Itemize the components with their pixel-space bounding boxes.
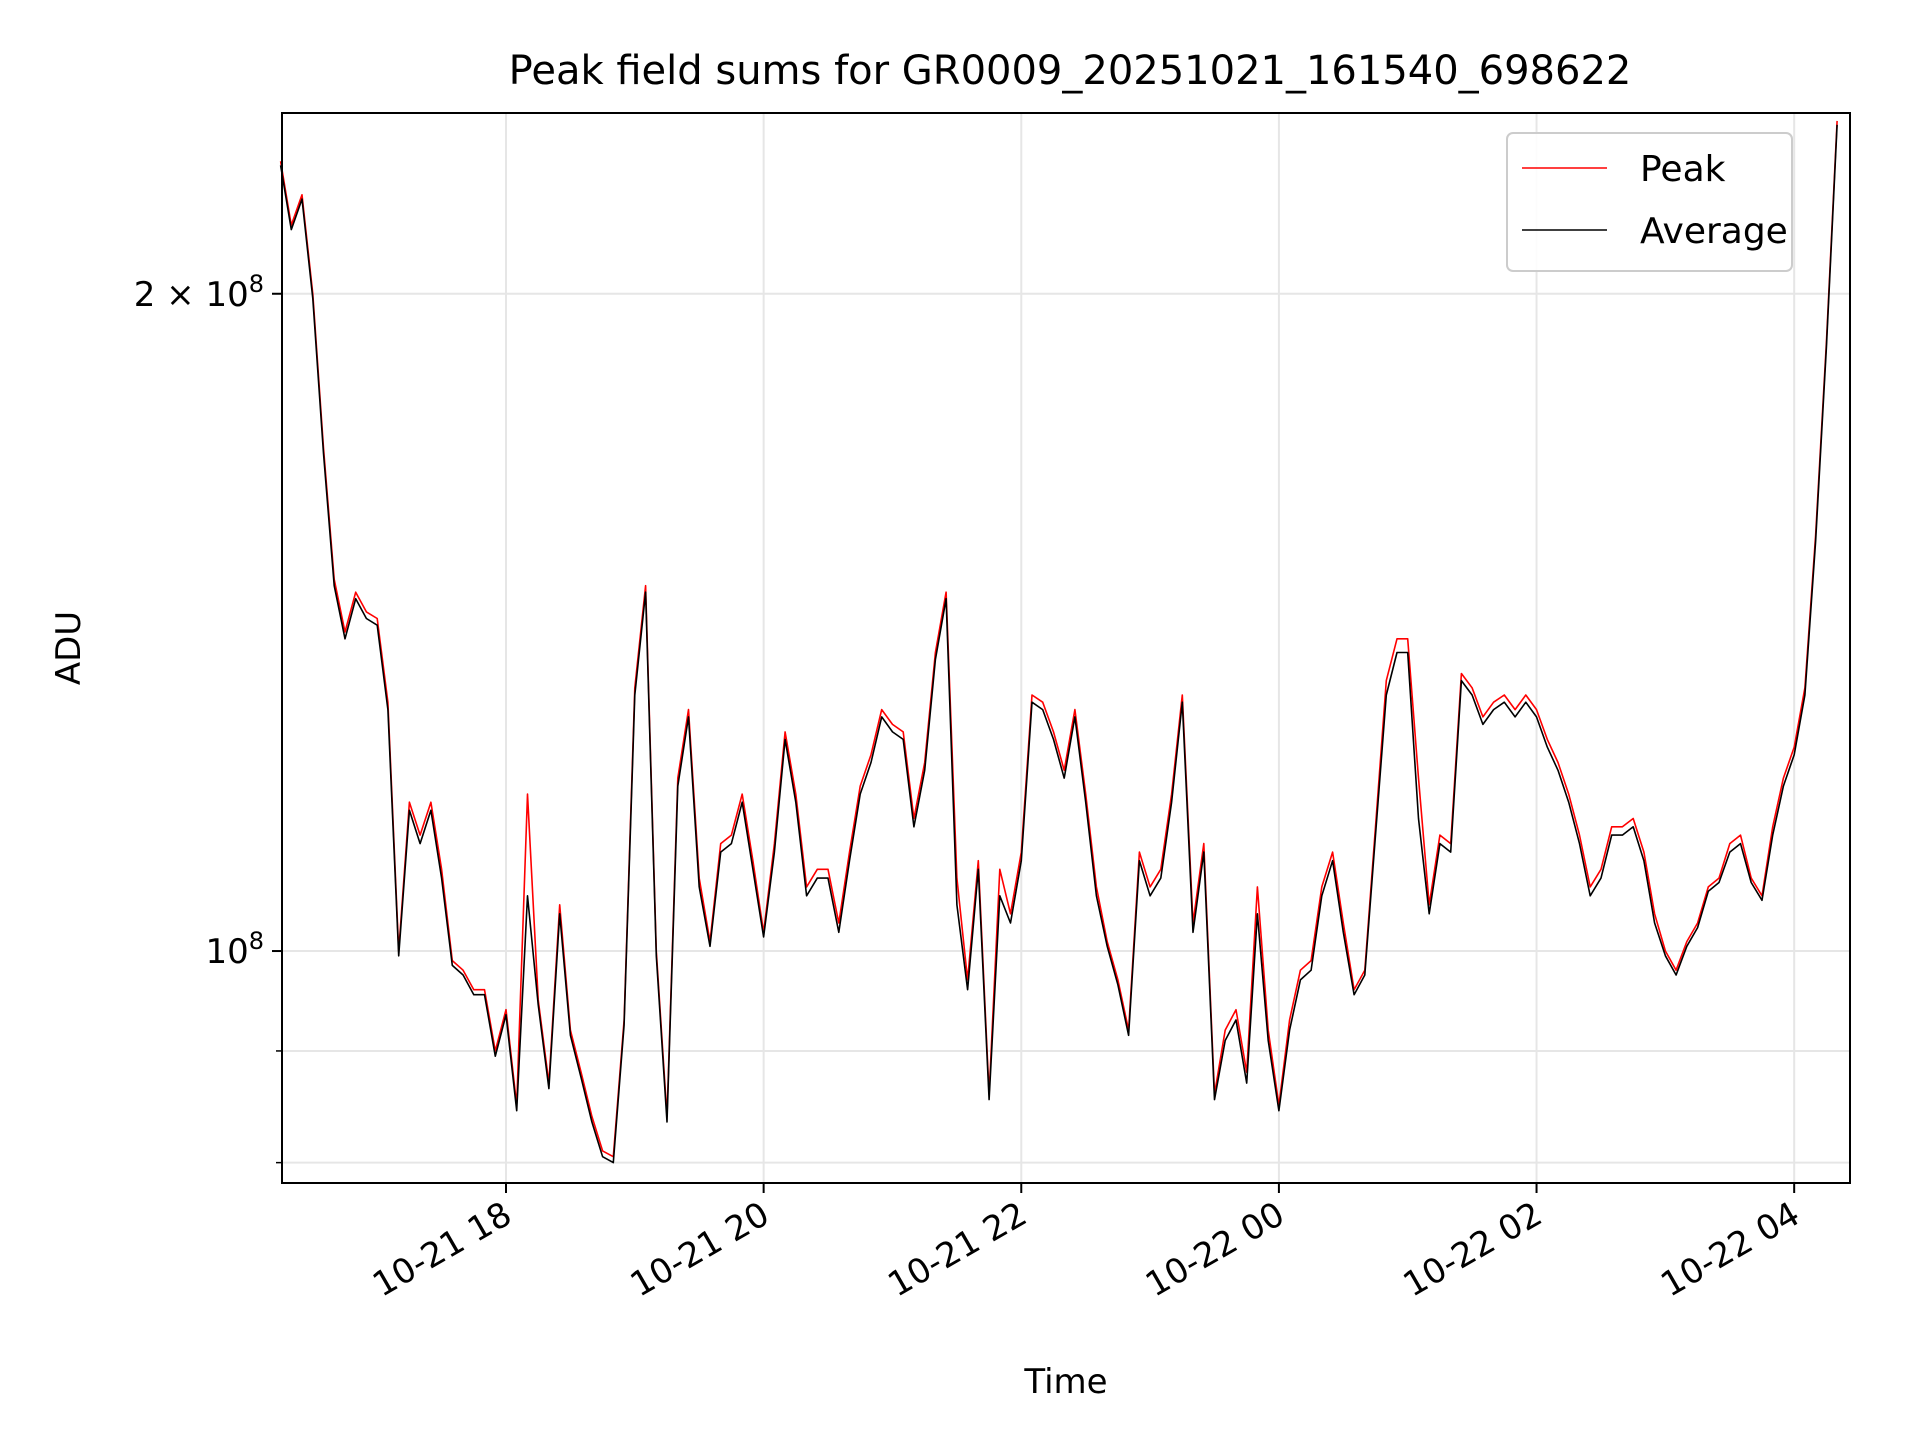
- y-tick-label: 108: [205, 927, 264, 972]
- legend-label-peak: Peak: [1640, 149, 1726, 190]
- y-axis-label: ADU: [49, 611, 89, 685]
- plot-frame: [281, 112, 1851, 1184]
- grid-lines: [282, 113, 1850, 1183]
- y-tick-label: 2 × 108: [134, 270, 264, 315]
- x-axis-label: Time: [1023, 1362, 1107, 1402]
- series-line-average: [279, 124, 1838, 1164]
- y-axis: 108 2 × 108: [134, 270, 282, 1164]
- legend-label-average: Average: [1640, 211, 1788, 252]
- chart-title: Peak field sums for GR0009_20251021_1615…: [509, 48, 1632, 94]
- plot-series: [279, 120, 1838, 1164]
- legend: Peak Average: [1506, 132, 1793, 272]
